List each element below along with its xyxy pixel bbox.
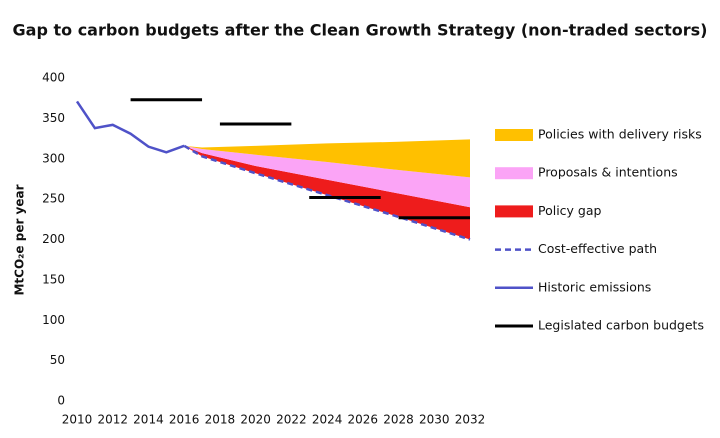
x-tick-label: 2016 xyxy=(169,413,200,427)
legend-label: Legislated carbon budgets xyxy=(538,318,704,333)
x-tick-label: 2024 xyxy=(312,413,343,427)
legend-swatch xyxy=(495,129,533,141)
legend-label: Policies with delivery risks xyxy=(538,127,702,142)
y-tick-label: 400 xyxy=(42,71,65,85)
legend-swatch xyxy=(495,205,533,218)
y-tick-label: 350 xyxy=(42,111,65,125)
x-tick-label: 2030 xyxy=(419,413,450,427)
x-tick-label: 2012 xyxy=(97,413,128,427)
y-tick-label: 150 xyxy=(42,272,65,286)
legend-label: Policy gap xyxy=(538,203,602,218)
y-tick-label: 300 xyxy=(42,151,65,165)
legend-swatch xyxy=(495,167,533,180)
y-tick-label: 0 xyxy=(57,394,65,408)
x-tick-label: 2028 xyxy=(383,413,414,427)
x-tick-label: 2014 xyxy=(133,413,164,427)
chart-title: Gap to carbon budgets after the Clean Gr… xyxy=(13,21,708,40)
area xyxy=(184,145,470,240)
y-axis-label: MtCO₂e per year xyxy=(13,184,27,295)
x-tick-label: 2022 xyxy=(276,413,307,427)
legend-label: Historic emissions xyxy=(538,279,651,294)
y-tick-label: 200 xyxy=(42,232,65,246)
x-tick-label: 2010 xyxy=(62,413,93,427)
y-tick-label: 100 xyxy=(42,313,65,327)
y-tick-label: 250 xyxy=(42,192,65,206)
line xyxy=(75,100,185,154)
legend-label: Cost-effective path xyxy=(538,241,657,256)
line xyxy=(183,144,471,241)
x-tick-label: 2026 xyxy=(348,413,379,427)
area xyxy=(184,139,470,178)
x-tick-label: 2032 xyxy=(455,413,486,427)
area xyxy=(184,145,470,208)
y-tick-label: 50 xyxy=(50,353,65,367)
legend-label: Proposals & intentions xyxy=(538,165,678,180)
x-tick-label: 2020 xyxy=(240,413,271,427)
x-tick-label: 2018 xyxy=(205,413,236,427)
